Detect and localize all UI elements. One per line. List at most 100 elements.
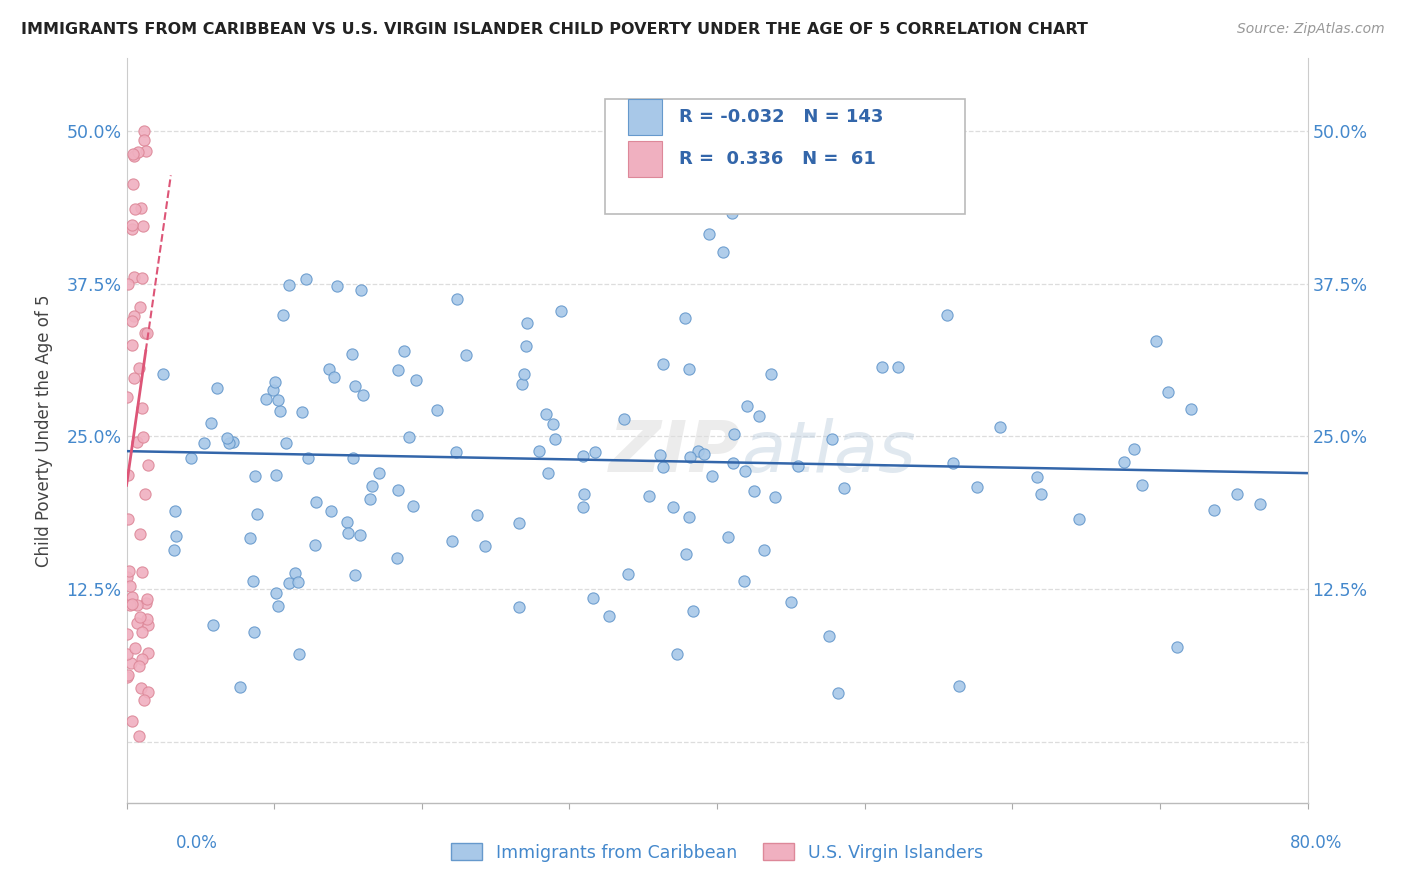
Point <box>124 202 146 216</box>
Point <box>132 219 155 234</box>
Point <box>269 404 291 418</box>
Point <box>131 430 153 444</box>
Point <box>262 383 284 397</box>
Point <box>121 219 143 233</box>
Point <box>117 512 139 526</box>
Point <box>571 500 593 515</box>
Point <box>322 370 344 384</box>
Point <box>598 608 620 623</box>
Point <box>132 133 155 147</box>
Point <box>121 591 143 605</box>
Point <box>1202 503 1225 517</box>
Point <box>652 459 675 474</box>
Point <box>742 483 765 498</box>
Point <box>128 659 150 673</box>
Point <box>361 479 384 493</box>
Point <box>1166 640 1188 655</box>
Point <box>349 527 371 541</box>
Point <box>118 598 141 612</box>
Point <box>165 528 187 542</box>
Point <box>125 435 148 450</box>
Point <box>686 443 709 458</box>
Point <box>200 416 222 430</box>
Point <box>699 227 721 242</box>
Point <box>387 363 409 377</box>
Point <box>122 178 145 192</box>
Point <box>1130 477 1153 491</box>
Point <box>666 647 689 661</box>
Point <box>780 595 803 609</box>
Point <box>291 405 314 419</box>
Point <box>1029 486 1052 500</box>
Point <box>1123 442 1146 456</box>
Point <box>221 434 243 449</box>
Point <box>446 445 468 459</box>
Point <box>723 426 745 441</box>
Point <box>702 468 724 483</box>
Point <box>886 359 908 374</box>
Point <box>748 409 770 423</box>
Point <box>387 483 409 497</box>
Point <box>948 679 970 693</box>
Point <box>305 495 328 509</box>
Point <box>350 283 373 297</box>
Point <box>121 146 143 161</box>
Text: ZIP: ZIP <box>609 418 741 487</box>
Point <box>454 348 477 362</box>
Point <box>385 550 408 565</box>
Point <box>129 681 152 695</box>
Point <box>136 458 159 472</box>
Point <box>162 543 184 558</box>
Point <box>125 598 148 612</box>
Point <box>264 586 287 600</box>
Point <box>342 451 364 466</box>
Point <box>122 270 145 285</box>
Point <box>515 338 537 352</box>
Point <box>661 500 683 515</box>
Point <box>734 464 756 478</box>
Point <box>288 647 311 661</box>
Point <box>246 507 269 521</box>
Point <box>131 565 153 579</box>
Point <box>128 729 150 743</box>
Point <box>821 432 844 446</box>
Point <box>650 448 672 462</box>
Point <box>264 376 287 390</box>
Point <box>118 579 141 593</box>
Point <box>787 459 810 474</box>
Point <box>733 574 755 588</box>
Y-axis label: Child Poverty Under the Age of 5: Child Poverty Under the Age of 5 <box>35 294 52 566</box>
Point <box>367 466 389 480</box>
Point <box>121 314 143 328</box>
Point <box>297 450 319 465</box>
Point <box>132 693 155 707</box>
Point <box>266 467 288 482</box>
Point <box>193 436 215 450</box>
Point <box>122 310 145 324</box>
Point <box>304 538 326 552</box>
Point <box>617 566 640 581</box>
Point <box>120 656 142 670</box>
Text: 0.0%: 0.0% <box>176 834 218 852</box>
Point <box>129 300 152 314</box>
Point <box>544 432 567 446</box>
Point <box>508 599 530 614</box>
Text: atlas: atlas <box>741 418 915 487</box>
Point <box>117 627 139 641</box>
Point <box>673 310 696 325</box>
Point <box>207 380 229 394</box>
Point <box>512 367 534 381</box>
Point <box>122 371 145 385</box>
Point <box>966 480 988 494</box>
Point <box>465 508 488 523</box>
Point <box>872 359 894 374</box>
Point <box>267 393 290 408</box>
Point <box>1025 470 1047 484</box>
Point <box>340 347 363 361</box>
Point <box>117 467 139 482</box>
Point <box>271 308 294 322</box>
Point <box>129 201 152 215</box>
Point <box>717 531 740 545</box>
Point <box>652 357 675 371</box>
Point <box>121 222 143 236</box>
